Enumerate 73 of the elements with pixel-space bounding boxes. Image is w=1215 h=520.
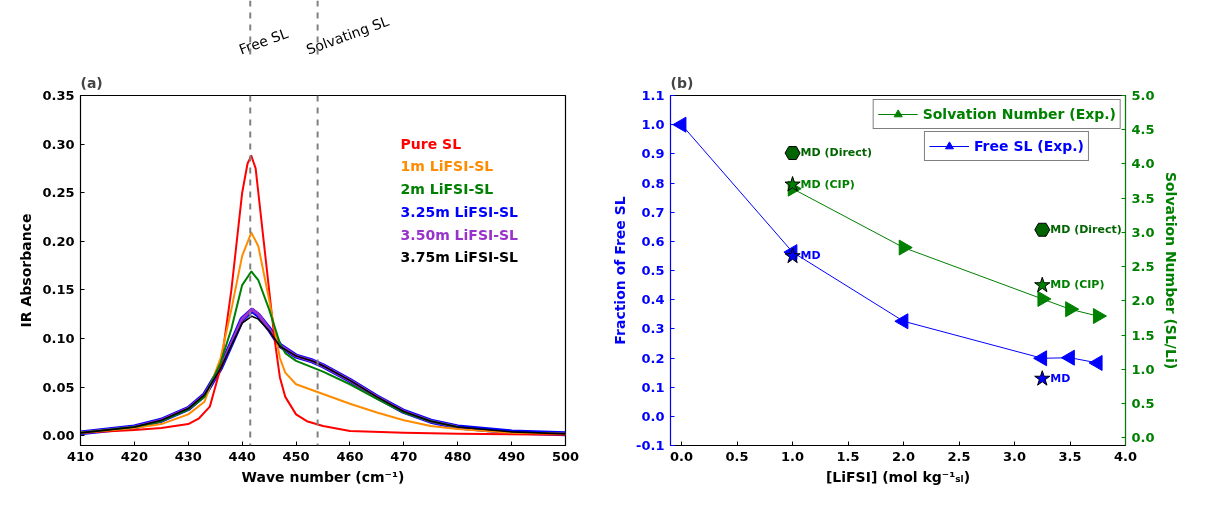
ref-line-label: Free SL bbox=[236, 25, 291, 58]
x-tick-label: 470 bbox=[390, 448, 418, 464]
x-tick-label: 500 bbox=[551, 448, 580, 464]
y-tick-label: 1.0 bbox=[641, 117, 665, 133]
y2-tick-label: 0.0 bbox=[1131, 430, 1155, 446]
y2-tick-label: 0.5 bbox=[1131, 396, 1155, 412]
y-tick-label: 0.6 bbox=[641, 233, 665, 249]
y2-tick-label: 5.0 bbox=[1131, 88, 1155, 103]
x-tick-label: 2.0 bbox=[892, 448, 916, 464]
data-label: MD (CIP) bbox=[1050, 278, 1105, 292]
x-tick-label: 480 bbox=[444, 448, 472, 464]
y2-tick-label: 3.0 bbox=[1131, 224, 1155, 240]
y-tick-label: 0.4 bbox=[641, 292, 665, 308]
y2-tick-label: 1.0 bbox=[1131, 361, 1155, 377]
x-tick-label: 1.5 bbox=[836, 448, 860, 464]
y-tick-label: 0.9 bbox=[641, 146, 665, 162]
x-tick-label: 3.5 bbox=[1058, 448, 1082, 464]
y-tick-label: 0.25 bbox=[42, 185, 75, 201]
y-axis-title: Fraction of Free SL bbox=[612, 196, 629, 345]
y-tick-label: 0.05 bbox=[42, 379, 75, 395]
legend-label: Solvation Number (Exp.) bbox=[922, 106, 1116, 122]
y-tick-label: 0.8 bbox=[641, 175, 665, 191]
text: 3.25m LiFSI-SL bbox=[400, 203, 519, 220]
y-tick-label: 0.00 bbox=[42, 428, 75, 444]
y-tick-label: 0.1 bbox=[641, 379, 665, 395]
data-label: MD bbox=[1050, 371, 1071, 385]
x-tick-label: 440 bbox=[228, 448, 256, 464]
y-tick-label: 0.3 bbox=[641, 321, 665, 337]
x-tick-label: 430 bbox=[174, 448, 202, 464]
y-tick-label: 0.7 bbox=[641, 204, 665, 220]
x-tick-label: 1.0 bbox=[781, 448, 805, 464]
text: 3.75m LiFSI-SL bbox=[400, 249, 519, 266]
chart-title: (a) bbox=[80, 74, 103, 91]
legend-label: Free SL (Exp.) bbox=[973, 138, 1084, 154]
text: 2m LiFSI-SL bbox=[400, 181, 494, 197]
data-label: MD (Direct) bbox=[1050, 222, 1122, 236]
y-tick-label: 1.1 bbox=[641, 88, 665, 103]
y-tick-label: 0.15 bbox=[42, 282, 75, 298]
y2-tick-label: 1.5 bbox=[1131, 327, 1155, 343]
y-tick-label: 0.35 bbox=[42, 88, 75, 103]
data-label: MD bbox=[800, 249, 821, 263]
x-tick-label: 420 bbox=[120, 448, 148, 464]
y2-tick-label: 4.5 bbox=[1131, 122, 1155, 138]
x-tick-label: 460 bbox=[336, 448, 364, 464]
y-tick-label: 0.5 bbox=[641, 263, 665, 278]
x-axis-title: [LiFSI] (mol kg⁻¹ₛₗ) bbox=[825, 468, 971, 485]
y-tick-label: -0.1 bbox=[636, 438, 665, 453]
x-tick-label: 0.0 bbox=[670, 448, 694, 464]
y-tick-label: 0.10 bbox=[42, 331, 75, 347]
y-tick-label: 0.0 bbox=[641, 408, 665, 424]
data-label: MD (Direct) bbox=[800, 146, 873, 160]
text: 3.50m LiFSI-SL bbox=[400, 226, 519, 243]
text: Pure SL bbox=[400, 135, 462, 152]
data-label: MD (CIP) bbox=[800, 177, 855, 191]
x-tick-label: 490 bbox=[498, 448, 526, 464]
y-tick-label: 0.30 bbox=[42, 136, 75, 152]
chart-title: (b) bbox=[670, 74, 694, 91]
x-tick-label: 0.5 bbox=[725, 448, 749, 464]
x-axis-title: Wave number (cm⁻¹) bbox=[241, 468, 405, 485]
y-axis-title: IR Absorbance bbox=[18, 213, 35, 328]
y2-tick-label: 4.0 bbox=[1131, 156, 1155, 172]
y2-tick-label: 2.5 bbox=[1131, 259, 1155, 275]
text: 1m LiFSI-SL bbox=[400, 158, 494, 175]
y2-tick-label: 2.0 bbox=[1131, 293, 1155, 309]
y-tick-label: 0.20 bbox=[42, 233, 75, 249]
y2-tick-label: 3.5 bbox=[1131, 190, 1155, 206]
x-tick-label: 3.0 bbox=[1003, 448, 1027, 464]
x-tick-label: 450 bbox=[282, 448, 310, 464]
x-tick-label: 4.0 bbox=[1113, 448, 1138, 464]
x-tick-label: 2.5 bbox=[947, 448, 971, 464]
y2-axis-title: Solvation Number (SL/Li) bbox=[1162, 171, 1179, 370]
y-tick-label: 0.2 bbox=[641, 350, 665, 366]
x-tick-label: 410 bbox=[66, 448, 95, 464]
